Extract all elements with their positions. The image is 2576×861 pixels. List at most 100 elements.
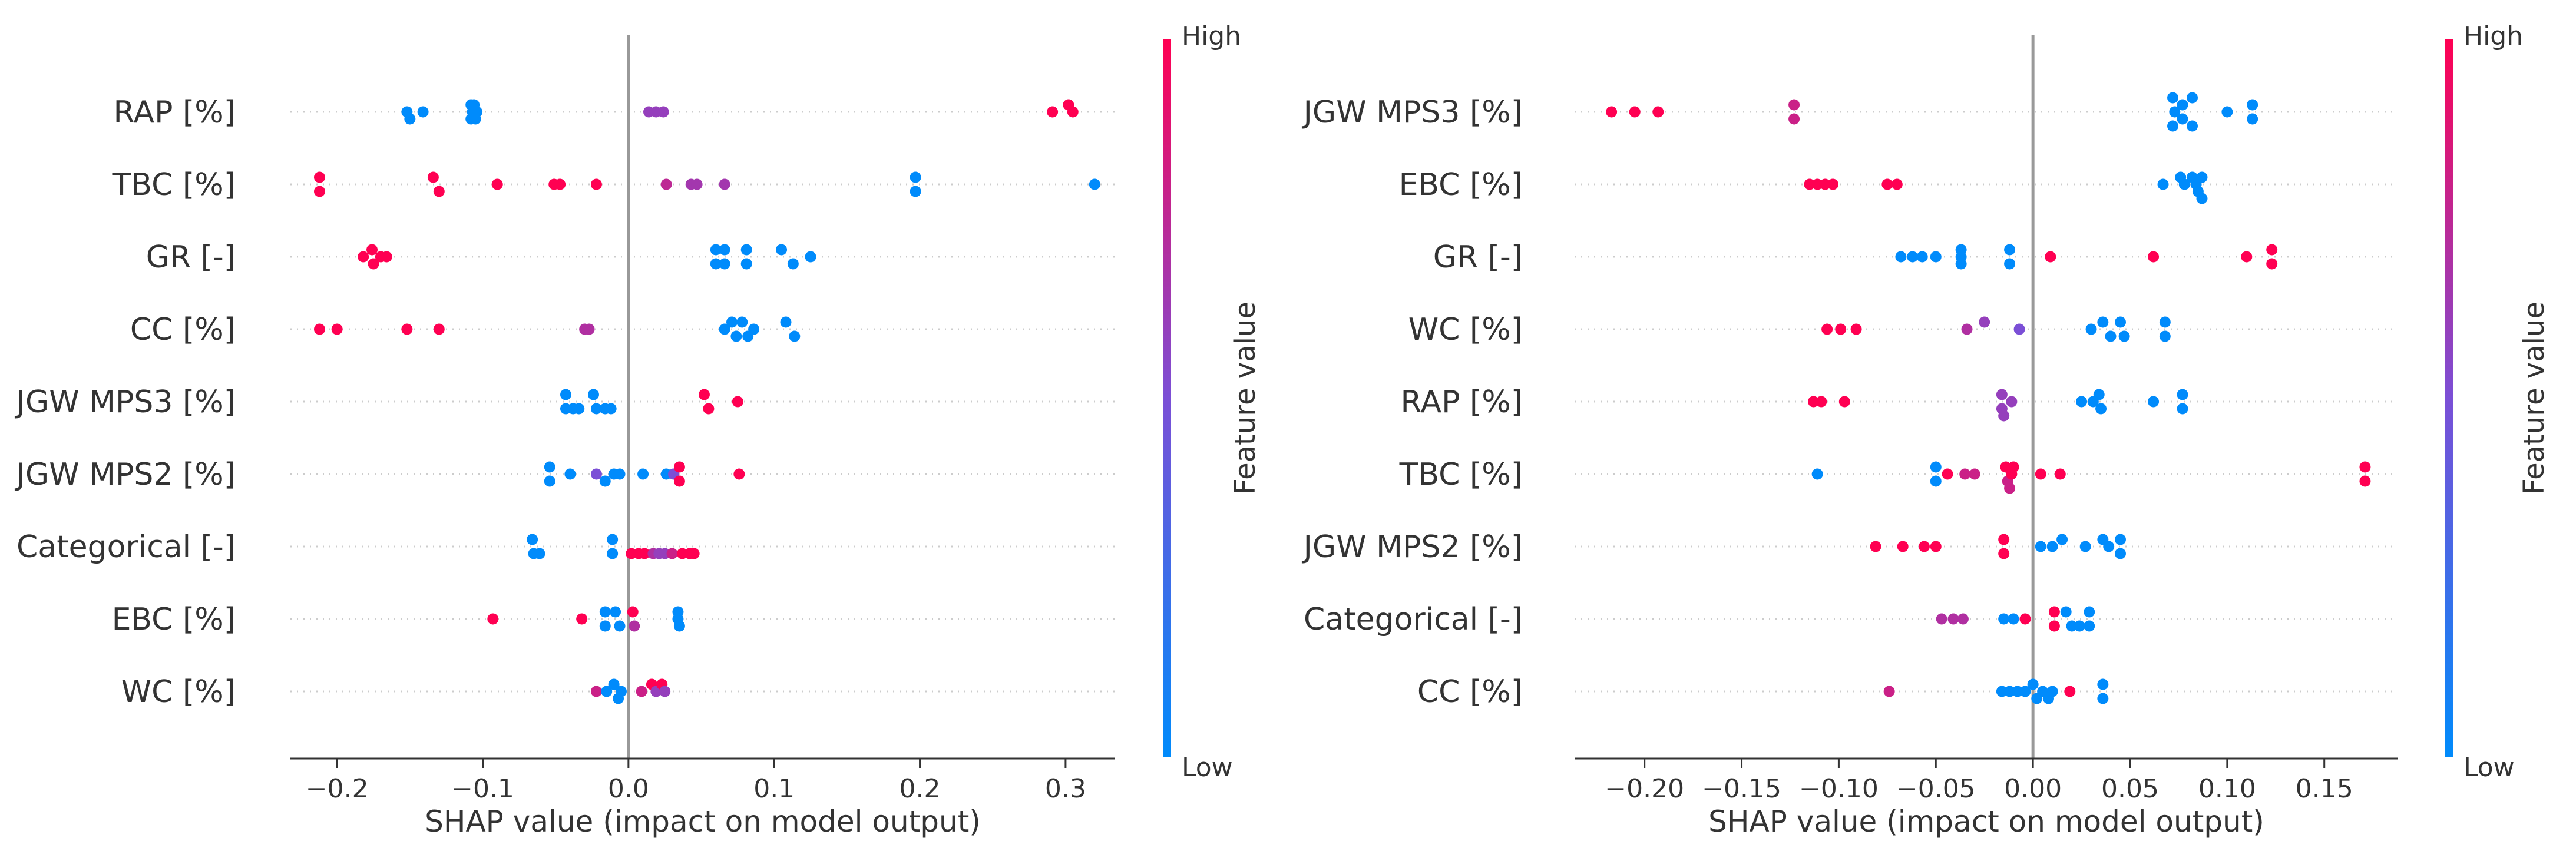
shap-dot	[2008, 461, 2019, 473]
shap-dot	[2187, 120, 2198, 132]
shap-dot	[1930, 475, 1942, 487]
feature-label: JGW MPS3 [%]	[1302, 95, 1523, 130]
shap-dot	[1850, 323, 1862, 335]
shap-dot	[2027, 678, 2039, 690]
feature-label: EBC [%]	[112, 602, 236, 637]
shap-dot	[2159, 316, 2171, 328]
shap-dot	[433, 186, 445, 197]
shap-dot	[1811, 468, 1823, 480]
shap-dot	[2221, 106, 2233, 118]
x-tick-label: −0.05	[1896, 774, 1976, 804]
shap-dot	[2079, 541, 2091, 552]
shap-dot	[787, 258, 799, 270]
shap-dot	[1788, 99, 1800, 111]
shap-dot	[1969, 468, 1980, 480]
shap-dot	[2266, 258, 2278, 270]
shap-dot	[1804, 178, 1816, 190]
shap-dot	[730, 330, 742, 342]
shap-dot	[2012, 686, 2023, 697]
shap-dot	[1930, 251, 1942, 263]
shap-dot	[554, 178, 566, 190]
shap-dot	[1047, 106, 1059, 118]
shap-dot	[2006, 396, 2018, 408]
shap-dot	[2056, 534, 2068, 545]
feature-label: JGW MPS2 [%]	[1302, 529, 1523, 565]
shap-dot	[2177, 403, 2188, 415]
shap-dot	[1870, 541, 1881, 552]
shap-dot	[527, 534, 538, 545]
colorbar-title: Feature value	[1229, 302, 1262, 495]
shap-dot	[534, 548, 545, 559]
shap-dot	[313, 186, 325, 197]
shap-dot	[2084, 620, 2095, 632]
shap-dot	[2095, 403, 2107, 415]
shap-dot	[2167, 92, 2179, 104]
shap-dot	[2177, 389, 2188, 400]
shap-dot	[366, 244, 378, 256]
shap-dot	[1838, 396, 1850, 408]
shap-dot	[2177, 99, 2188, 111]
shap-dot	[2247, 113, 2258, 125]
shap-dot	[733, 468, 745, 480]
shap-dot	[1835, 323, 1847, 335]
shap-dot	[1930, 461, 1942, 473]
feature-label: RAP [%]	[1401, 385, 1523, 420]
x-tick-label: −0.1	[451, 774, 514, 804]
shap-dot	[2004, 258, 2016, 270]
shap-dot	[1907, 251, 1919, 263]
shap-dot	[605, 403, 617, 415]
shap-dot	[2159, 330, 2171, 342]
shap-dot	[1979, 316, 1990, 328]
shap-dot	[587, 389, 599, 400]
x-tick-label: 0.15	[2296, 774, 2353, 804]
x-tick-label: −0.10	[1799, 774, 1879, 804]
feature-label: CC [%]	[130, 312, 236, 347]
feature-label: Categorical [-]	[16, 529, 236, 565]
colorbar	[2445, 39, 2453, 757]
shap-dot	[2196, 193, 2208, 204]
shap-dot	[313, 171, 325, 183]
shap-dot	[910, 186, 921, 197]
shap-dot	[2054, 468, 2066, 480]
shap-dot	[1652, 106, 1664, 118]
shap-dot	[1895, 251, 1907, 263]
shap-dot	[1811, 178, 1823, 190]
shap-dot	[2035, 541, 2046, 552]
x-tick-label: 0.10	[2198, 774, 2256, 804]
shap-dot	[614, 468, 626, 480]
shap-dot	[2008, 613, 2019, 625]
shap-dot	[660, 178, 672, 190]
shap-dot	[2046, 686, 2058, 697]
shap-dot	[381, 251, 392, 263]
shap-dot	[599, 606, 611, 618]
x-tick-label: 0.05	[2101, 774, 2159, 804]
x-tick-label: −0.2	[306, 774, 369, 804]
feature-label: GR [-]	[146, 240, 236, 275]
shap-dot	[780, 316, 792, 328]
shap-dot	[2167, 120, 2179, 132]
shap-dot	[1819, 178, 1831, 190]
x-tick-label: 0.0	[608, 774, 649, 804]
shap-dot	[719, 258, 730, 270]
shap-dot	[776, 244, 788, 256]
shap-dot	[703, 403, 715, 415]
shap-dot	[1947, 613, 1959, 625]
shap-dot	[732, 396, 743, 408]
shap-dot	[691, 178, 703, 190]
shap-dot	[1998, 548, 2010, 559]
feature-label: JGW MPS2 [%]	[15, 457, 236, 492]
shap-dot	[614, 620, 626, 632]
shap-dot	[657, 106, 669, 118]
shap-dot	[2115, 548, 2127, 559]
shap-dot	[2048, 620, 2060, 632]
feature-label: JGW MPS3 [%]	[15, 385, 236, 420]
shap-dot	[1959, 468, 1971, 480]
colorbar-low-label: Low	[2463, 753, 2515, 783]
shap-dot	[1821, 323, 1833, 335]
shap-dot	[2359, 461, 2371, 473]
shap-dot	[1955, 258, 1967, 270]
shap-dot	[1089, 178, 1100, 190]
shap-dot	[698, 389, 710, 400]
x-tick-label: 0.2	[900, 774, 941, 804]
shap-dot	[805, 251, 816, 263]
